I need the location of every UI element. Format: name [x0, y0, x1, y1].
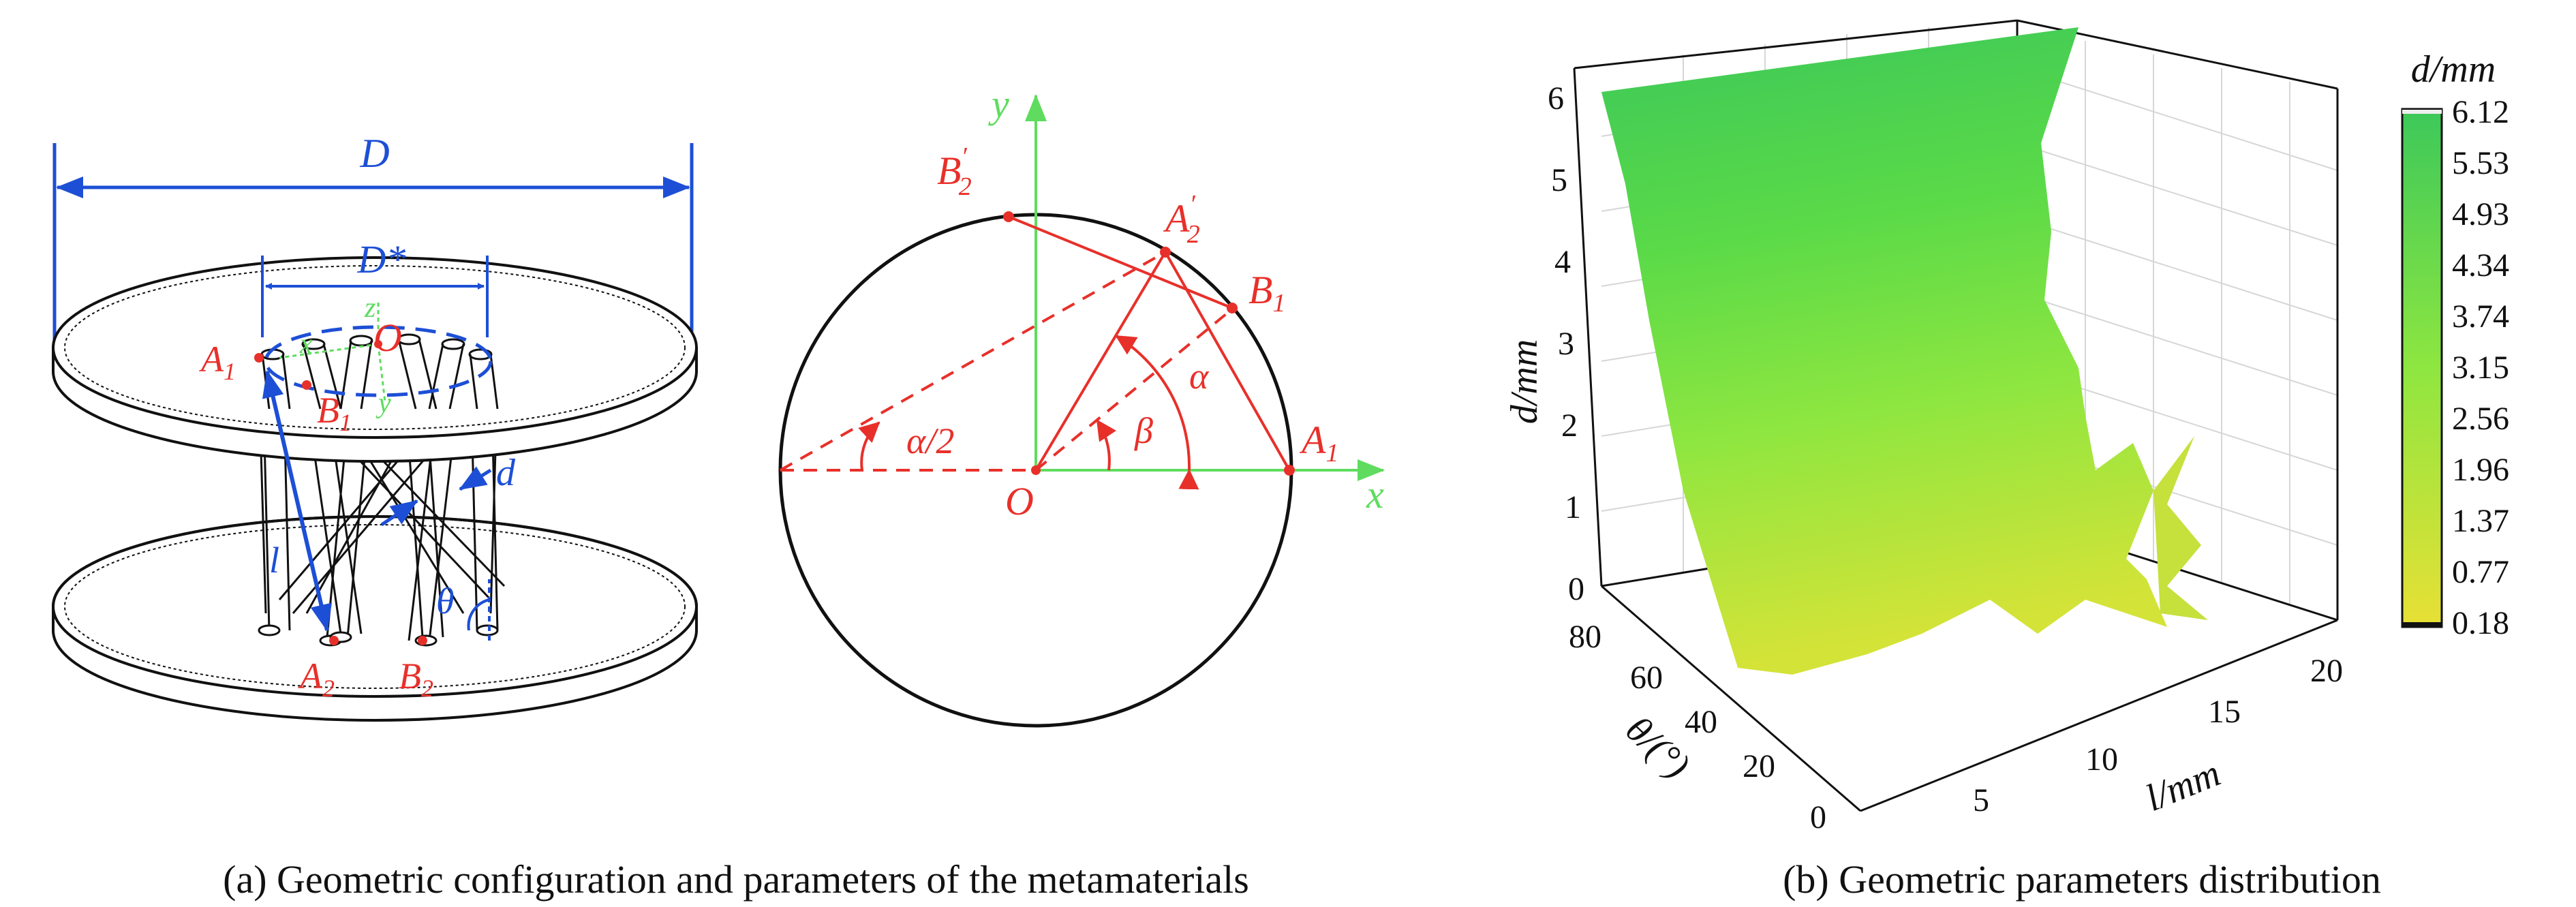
label-D: D	[359, 131, 389, 176]
label-O: O	[1005, 479, 1034, 523]
svg-text:2.56: 2.56	[2452, 401, 2509, 437]
label-O-schematic: O	[373, 316, 402, 360]
svg-text:60: 60	[1630, 660, 1663, 696]
colorbar	[2401, 108, 2443, 628]
metamaterial-schematic: D	[52, 131, 698, 722]
svg-text:5.53: 5.53	[2452, 145, 2509, 181]
label-A2-prime: A′ 2	[1163, 190, 1200, 249]
label-B1: B1	[1248, 268, 1285, 318]
svg-text:10: 10	[2085, 741, 2118, 778]
z-axis-ticks: 0 1 2 3 4 5 6	[1548, 80, 1584, 607]
svg-text:40: 40	[1685, 704, 1717, 740]
label-l: l	[269, 540, 279, 581]
surface-plot: 0 1 2 3 4 5 6 d/mm 80 60 40 20 0 θ/(°) 5…	[1503, 19, 2509, 835]
svg-text:1.96: 1.96	[2452, 452, 2509, 488]
label-alpha: α	[1189, 356, 1210, 397]
label-A1-schematic: A1	[199, 339, 236, 385]
svg-text:1.37: 1.37	[2452, 503, 2509, 539]
svg-text:3.74: 3.74	[2452, 298, 2509, 335]
label-y-axis: y	[988, 82, 1009, 126]
svg-text:20: 20	[1743, 748, 1775, 784]
svg-text:4.93: 4.93	[2452, 196, 2509, 232]
svg-text:6: 6	[1548, 80, 1564, 117]
label-theta: θ	[436, 581, 455, 621]
svg-text:6.12: 6.12	[2452, 94, 2509, 130]
l-axis-label: l/mm	[2140, 752, 2226, 820]
surface-mesh	[1601, 27, 2167, 675]
svg-text:80: 80	[1569, 619, 1601, 655]
label-z: z	[364, 292, 375, 324]
caption-a: (a) Geometric configuration and paramete…	[223, 857, 1249, 902]
theta-axis-ticks: 80 60 40 20 0	[1569, 619, 1826, 835]
svg-text:0.77: 0.77	[2452, 554, 2509, 590]
caption-b: (b) Geometric parameters distribution	[1783, 857, 2381, 902]
colorbar-ticks: 6.12 5.53 4.93 4.34 3.74 3.15 2.56 1.96 …	[2452, 94, 2509, 641]
svg-text:0: 0	[1568, 571, 1584, 607]
label-A2-schematic: A2	[298, 656, 335, 702]
svg-text:5: 5	[1973, 782, 1989, 818]
svg-text:3: 3	[1558, 326, 1574, 362]
svg-text:1: 1	[1565, 489, 1581, 525]
label-B2-schematic: B2	[399, 656, 433, 702]
label-x-local: x	[299, 328, 313, 360]
label-beta: β	[1134, 410, 1153, 451]
label-x-axis: x	[1366, 472, 1384, 517]
colorbar-title: d/mm	[2411, 48, 2496, 91]
l-axis-ticks: 5 10 15 20	[1973, 653, 2343, 818]
z-axis-label: d/mm	[1503, 339, 1546, 424]
svg-text:15: 15	[2208, 694, 2241, 730]
label-D-star: D*	[357, 237, 406, 281]
label-y-local: y	[375, 388, 391, 419]
svg-text:20: 20	[2310, 653, 2343, 689]
svg-text:0: 0	[1810, 799, 1826, 835]
svg-text:4: 4	[1554, 244, 1571, 280]
label-half-alpha: α/2	[906, 420, 954, 461]
label-A1: A1	[1299, 418, 1338, 467]
svg-text:5: 5	[1551, 162, 1567, 198]
label-B2-prime: B′ 2	[937, 142, 972, 201]
circle-geometry-diagram: y x α/2 β α O A1 B1 A′ 2 B′ 2	[778, 82, 1385, 728]
svg-text:3.15: 3.15	[2452, 350, 2509, 386]
svg-text:4.34: 4.34	[2452, 247, 2509, 283]
svg-text:0.18: 0.18	[2452, 605, 2509, 641]
label-d: d	[496, 452, 516, 494]
svg-text:2: 2	[1561, 408, 1578, 444]
